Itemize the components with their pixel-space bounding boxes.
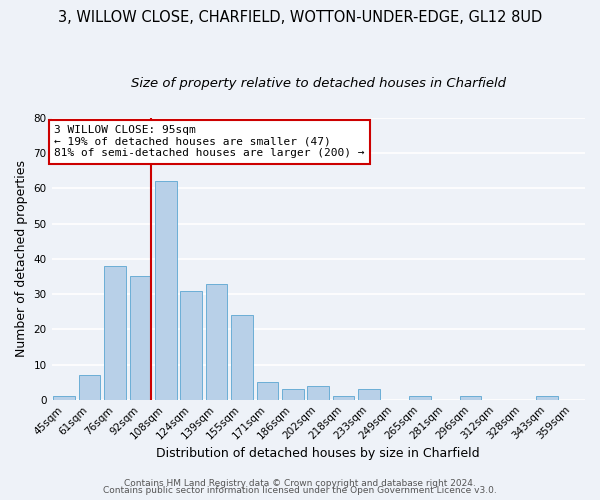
- Bar: [409, 396, 431, 400]
- Bar: [257, 382, 278, 400]
- Bar: [536, 396, 557, 400]
- Text: 3, WILLOW CLOSE, CHARFIELD, WOTTON-UNDER-EDGE, GL12 8UD: 3, WILLOW CLOSE, CHARFIELD, WOTTON-UNDER…: [58, 10, 542, 25]
- Text: Contains HM Land Registry data © Crown copyright and database right 2024.: Contains HM Land Registry data © Crown c…: [124, 478, 476, 488]
- Bar: [79, 375, 100, 400]
- X-axis label: Distribution of detached houses by size in Charfield: Distribution of detached houses by size …: [157, 447, 480, 460]
- Y-axis label: Number of detached properties: Number of detached properties: [15, 160, 28, 358]
- Bar: [104, 266, 126, 400]
- Bar: [130, 276, 151, 400]
- Bar: [333, 396, 355, 400]
- Text: 3 WILLOW CLOSE: 95sqm
← 19% of detached houses are smaller (47)
81% of semi-deta: 3 WILLOW CLOSE: 95sqm ← 19% of detached …: [54, 125, 365, 158]
- Bar: [53, 396, 75, 400]
- Bar: [358, 389, 380, 400]
- Bar: [307, 386, 329, 400]
- Text: Contains public sector information licensed under the Open Government Licence v3: Contains public sector information licen…: [103, 486, 497, 495]
- Bar: [155, 182, 176, 400]
- Bar: [231, 315, 253, 400]
- Bar: [282, 389, 304, 400]
- Bar: [460, 396, 481, 400]
- Bar: [206, 284, 227, 400]
- Title: Size of property relative to detached houses in Charfield: Size of property relative to detached ho…: [131, 78, 506, 90]
- Bar: [181, 290, 202, 400]
